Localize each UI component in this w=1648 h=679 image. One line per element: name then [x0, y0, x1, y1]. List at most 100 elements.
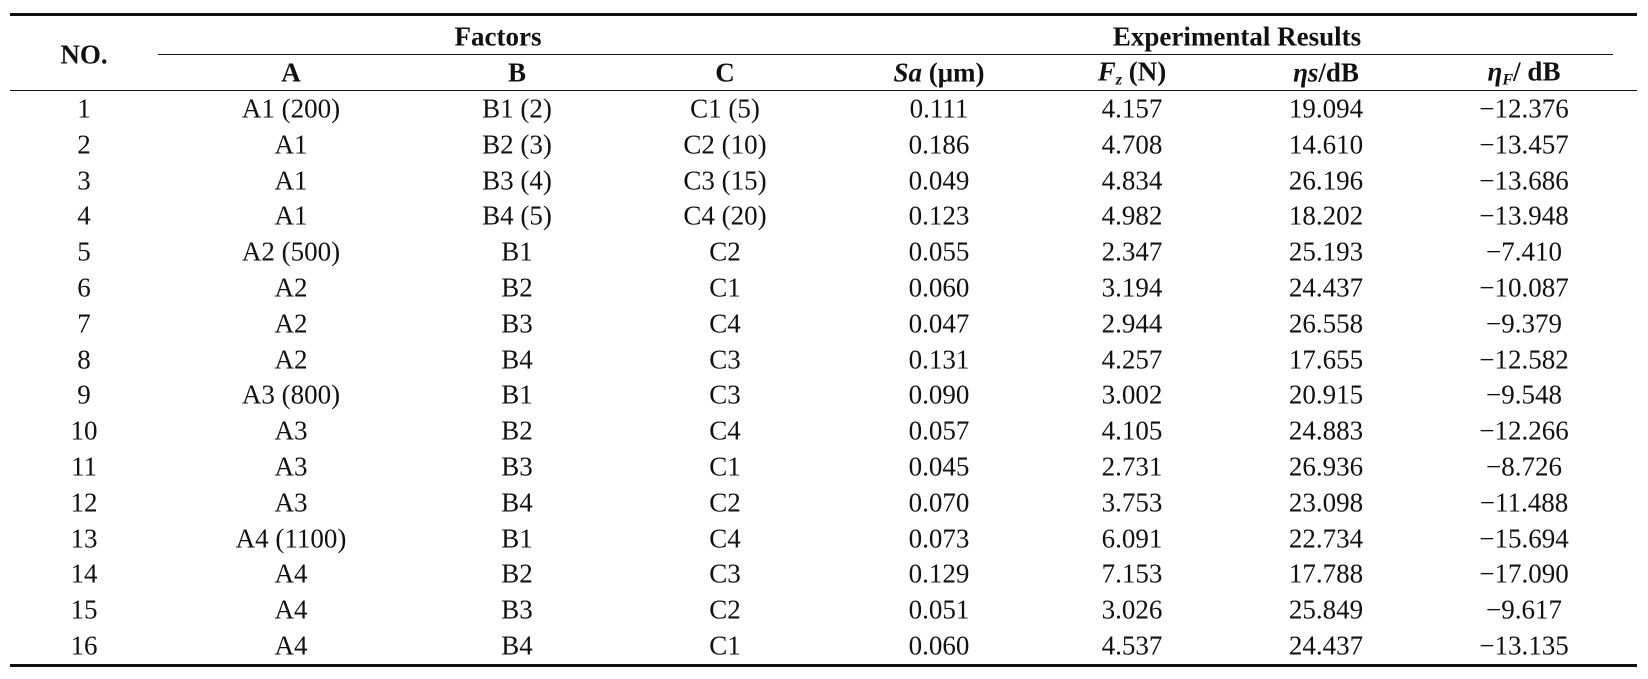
table-cell: C3 (15) — [683, 165, 767, 196]
table-cell: A2 — [274, 272, 308, 303]
table-cell: −11.488 — [1479, 487, 1569, 518]
table-cell: A2 — [274, 308, 308, 339]
header-italic: η — [1487, 56, 1503, 87]
table-cell: 10 — [70, 415, 98, 446]
table-cell: 0.060 — [908, 272, 970, 303]
table-cell: 0.047 — [908, 308, 970, 339]
table-cell: B1 (2) — [482, 93, 552, 124]
table-cell: 0.129 — [908, 558, 970, 589]
table-cell: 14 — [70, 558, 98, 589]
table-cell: 0.049 — [908, 165, 970, 196]
table-cell: 0.131 — [908, 344, 970, 375]
table-cell: C2 — [709, 594, 741, 625]
table-cell: C1 — [709, 272, 741, 303]
table-cell: −17.090 — [1479, 558, 1569, 589]
table-cell: B2 (3) — [482, 129, 552, 160]
header-text: (μm) — [922, 57, 985, 88]
table-cell: 4.157 — [1101, 93, 1163, 124]
column-header: Fz (N) — [1098, 56, 1167, 89]
table-cell: A2 (500) — [241, 236, 341, 267]
table-cell: 0.057 — [908, 415, 970, 446]
table-cell: C4 (20) — [683, 200, 767, 231]
table-cell: A3 — [274, 451, 308, 482]
table-cell: B4 — [501, 487, 533, 518]
table-cell: 0.070 — [908, 487, 970, 518]
table-cell: B4 — [501, 344, 533, 375]
table-cell: 17.788 — [1288, 558, 1364, 589]
table-cell: 5 — [77, 236, 91, 267]
table-cell: 4.982 — [1101, 200, 1163, 231]
table-cell: 3.026 — [1101, 594, 1163, 625]
header-text: B — [507, 57, 527, 88]
table-cell: 18.202 — [1288, 200, 1364, 231]
table-cell: 22.734 — [1288, 523, 1364, 554]
table-cell: C2 — [709, 236, 741, 267]
table-cell: 26.936 — [1288, 451, 1364, 482]
column-header: Sa (μm) — [893, 57, 985, 88]
table-cell: C4 — [709, 523, 741, 554]
table-cell: 0.111 — [909, 93, 969, 124]
table-cell: 25.193 — [1288, 236, 1364, 267]
header-text: (N) — [1122, 56, 1167, 87]
table-cell: 7 — [77, 308, 91, 339]
table-cell: 26.196 — [1288, 165, 1364, 196]
table-cell: A1 — [274, 200, 308, 231]
table-cell: B1 — [501, 523, 533, 554]
table-cell: C1 (5) — [690, 93, 760, 124]
table-cell: −10.087 — [1479, 272, 1569, 303]
column-header: ηF/ dB — [1487, 56, 1561, 88]
table-cell: −9.548 — [1486, 379, 1562, 410]
table-cell: 11 — [71, 451, 97, 482]
table-cell: −9.379 — [1486, 308, 1562, 339]
table-cell: C1 — [709, 630, 741, 661]
table-cell: B4 (5) — [482, 200, 552, 231]
table-cell: −13.457 — [1479, 129, 1569, 160]
table-cell: 2 — [77, 129, 91, 160]
table-cell: 4 — [77, 200, 91, 231]
table-cell: 17.655 — [1288, 344, 1364, 375]
table-cell: A4 — [274, 594, 308, 625]
table-cell: 13 — [70, 523, 98, 554]
table-cell: −9.617 — [1486, 594, 1562, 625]
table-cell: 16 — [70, 630, 98, 661]
header-text: A — [281, 57, 301, 88]
table-cell: 0.090 — [908, 379, 970, 410]
table-cell: −12.582 — [1479, 344, 1569, 375]
table-cell: 20.915 — [1288, 379, 1364, 410]
column-header: C — [715, 57, 735, 88]
table-cell: 15 — [70, 594, 98, 625]
header-text: C — [715, 57, 735, 88]
table-cell: −12.376 — [1479, 93, 1569, 124]
table-cell: A3 — [274, 415, 308, 446]
table-cell: B1 — [501, 236, 533, 267]
table-cell: 2.731 — [1101, 451, 1163, 482]
table-cell: A4 (1100) — [235, 523, 347, 554]
table-cell: 3 — [77, 165, 91, 196]
group-rule — [158, 54, 1613, 55]
table-cell: 7.153 — [1101, 558, 1163, 589]
header-sub: z — [1115, 70, 1123, 89]
table-cell: C4 — [709, 415, 741, 446]
table-cell: 8 — [77, 344, 91, 375]
header-rule — [10, 90, 1637, 91]
table-cell: 0.186 — [908, 129, 970, 160]
table-cell: C3 — [709, 344, 741, 375]
table-cell: 4.257 — [1101, 344, 1163, 375]
column-header: B — [507, 57, 527, 88]
table-cell: 24.437 — [1288, 272, 1364, 303]
table-cell: 4.708 — [1101, 129, 1163, 160]
table-cell: 24.883 — [1288, 415, 1364, 446]
table-cell: C4 — [709, 308, 741, 339]
table-cell: 0.073 — [908, 523, 970, 554]
table-cell: A3 — [274, 487, 308, 518]
table-cell: 3.002 — [1101, 379, 1163, 410]
column-header: ηs/dB — [1293, 59, 1359, 87]
table-cell: 6 — [77, 272, 91, 303]
table-cell: 0.045 — [908, 451, 970, 482]
table-cell: A4 — [274, 558, 308, 589]
table-cell: 0.123 — [908, 200, 970, 231]
table-cell: 24.437 — [1288, 630, 1364, 661]
table-cell: C3 — [709, 558, 741, 589]
table-cell: −7.410 — [1486, 236, 1562, 267]
table-cell: 19.094 — [1288, 93, 1364, 124]
